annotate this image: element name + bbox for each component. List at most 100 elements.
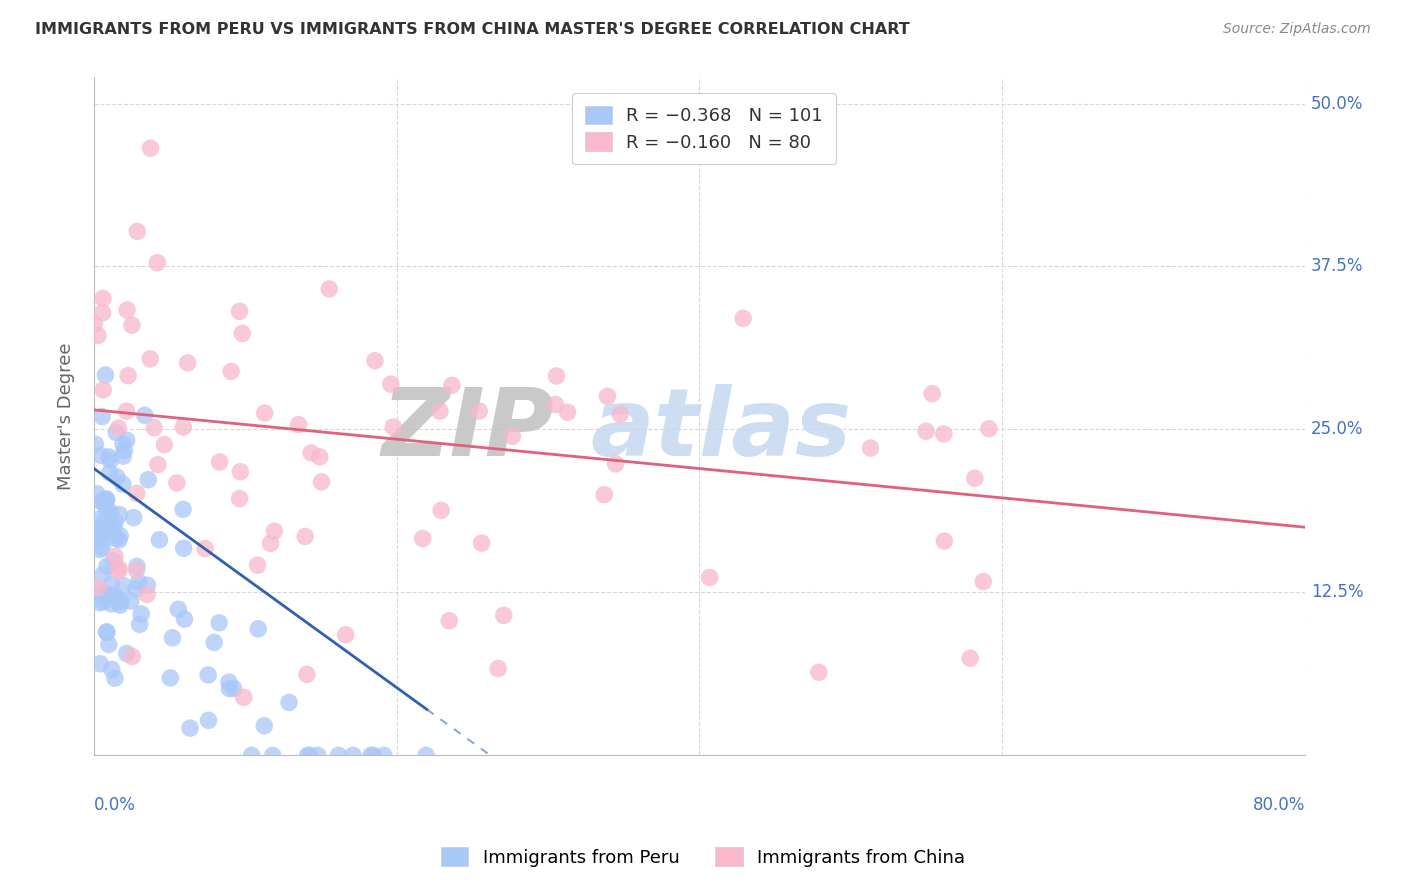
Point [115, 647, 138, 661]
Point [112, 449, 135, 463]
Point [486, 661, 509, 675]
Point [89, 657, 111, 671]
Point [146, 458, 169, 472]
Point [129, 607, 152, 621]
Point [86, 520, 108, 534]
Point [97, 638, 120, 652]
Point [87, 328, 110, 343]
Point [101, 588, 124, 602]
Point [934, 534, 956, 549]
Point [87, 512, 110, 526]
Point [127, 224, 149, 238]
Point [93, 595, 115, 609]
Point [84, 437, 107, 451]
Point [222, 681, 245, 696]
Point [807, 665, 830, 680]
Point [307, 748, 329, 763]
Point [208, 615, 231, 630]
Point [112, 437, 135, 451]
Point [136, 587, 159, 601]
Point [100, 597, 122, 611]
Point [96, 491, 118, 506]
Point [121, 318, 143, 333]
Point [228, 491, 250, 506]
Point [299, 446, 322, 460]
Point [84, 527, 107, 541]
Point [287, 417, 309, 432]
Point [97, 450, 120, 464]
Point [105, 592, 128, 607]
Text: 0.0%: 0.0% [94, 796, 136, 814]
Point [96, 559, 118, 574]
Point [440, 378, 463, 392]
Point [412, 532, 434, 546]
Point [90, 495, 112, 509]
Point [311, 475, 333, 489]
Point [91, 567, 114, 582]
Point [373, 748, 395, 763]
Point [263, 524, 285, 538]
Point [228, 304, 250, 318]
Point [546, 369, 568, 384]
Point [298, 748, 321, 763]
Point [139, 351, 162, 366]
Legend: Immigrants from Peru, Immigrants from China: Immigrants from Peru, Immigrants from Ch… [434, 840, 972, 874]
Point [972, 574, 994, 589]
Point [103, 521, 125, 535]
Point [179, 721, 201, 735]
Point [110, 594, 132, 608]
Point [143, 421, 166, 435]
Point [89, 542, 111, 557]
Point [219, 364, 242, 378]
Point [87, 523, 110, 537]
Point [173, 541, 195, 556]
Point [87, 531, 110, 545]
Point [253, 719, 276, 733]
Point [557, 405, 579, 419]
Point [593, 488, 616, 502]
Point [932, 426, 955, 441]
Point [259, 536, 281, 550]
Point [83, 317, 105, 331]
Point [176, 356, 198, 370]
Text: Source: ZipAtlas.com: Source: ZipAtlas.com [1223, 22, 1371, 37]
Point [197, 668, 219, 682]
Point [231, 326, 253, 341]
Point [84, 583, 107, 598]
Point [122, 510, 145, 524]
Point [108, 561, 131, 575]
Point [96, 625, 118, 640]
Point [107, 564, 129, 578]
Point [959, 651, 981, 665]
Point [111, 477, 134, 491]
Text: 25.0%: 25.0% [1310, 420, 1364, 439]
Point [382, 420, 405, 434]
Point [94, 368, 117, 382]
Point [492, 608, 515, 623]
Point [89, 596, 111, 610]
Point [105, 532, 128, 546]
Point [232, 690, 254, 705]
Point [86, 486, 108, 500]
Point [125, 559, 148, 574]
Point [172, 502, 194, 516]
Point [93, 492, 115, 507]
Point [202, 635, 225, 649]
Point [471, 536, 494, 550]
Point [104, 549, 127, 564]
Point [108, 533, 131, 547]
Point [100, 577, 122, 591]
Point [105, 425, 128, 440]
Text: 37.5%: 37.5% [1310, 258, 1364, 276]
Point [96, 587, 118, 601]
Point [98, 453, 121, 467]
Text: 80.0%: 80.0% [1253, 796, 1305, 814]
Point [136, 473, 159, 487]
Point [859, 441, 882, 455]
Point [439, 614, 461, 628]
Point [104, 515, 127, 529]
Point [294, 529, 316, 543]
Point [104, 590, 127, 604]
Point [91, 533, 114, 547]
Point [295, 667, 318, 681]
